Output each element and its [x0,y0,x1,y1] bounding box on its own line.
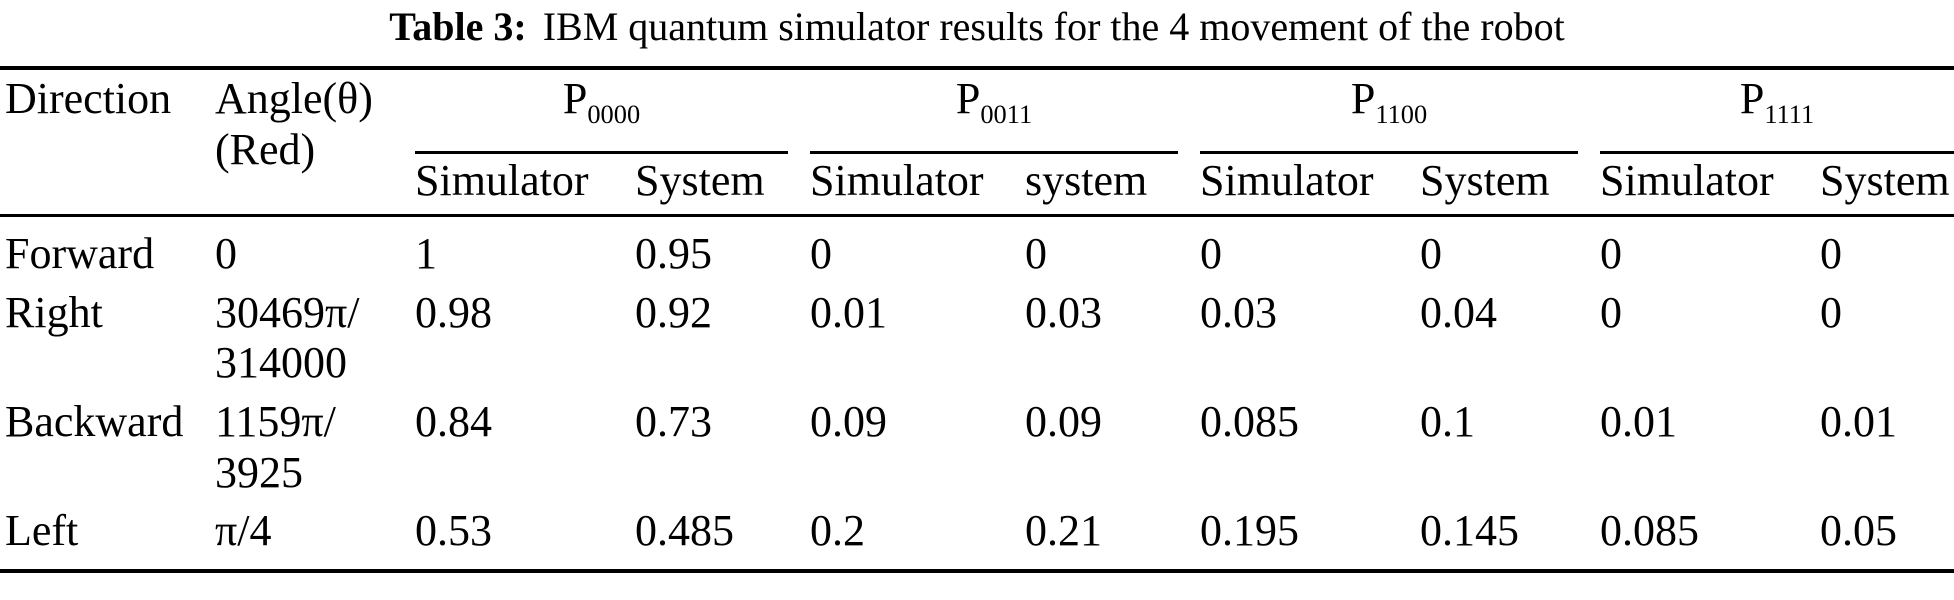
table-row-left: Left π/4 0.53 0.485 0.2 0.21 0.195 0.145… [0,502,1954,571]
value-cell: 0.01 [1600,396,1678,446]
value-cell: 0.145 [1420,506,1520,556]
p-symbol: P [562,74,588,123]
value-cell: 0.1 [1420,396,1476,446]
value-cell: 0 [1420,229,1443,279]
value-cell: 0.98 [415,287,492,337]
value-cell: 0.485 [635,506,734,556]
header-row-groups: Direction Angle(θ) (Red) P0000 P0011 [0,68,1954,218]
p0011-label: P0011 [955,74,1032,127]
value-cell: 0.53 [415,506,492,556]
subheader-p0000-simulator: Simulator [415,153,635,218]
p-symbol: P [1350,74,1376,123]
header-row-subcolumns: Simulator System Simulator system Simula… [0,153,1954,218]
p-subscript: 1111 [1764,98,1815,129]
column-group-p1100: P1100 [1200,68,1600,154]
cell-direction: Right [5,287,103,337]
header-angle: Angle(θ) (Red) [215,68,415,218]
subheader-p1100-system: System [1420,153,1601,218]
column-group-p0000: P0000 [415,68,810,154]
cell-direction: Backward [5,396,184,446]
results-table: Direction Angle(θ) (Red) P0000 P0011 [0,66,1954,573]
table-row-backward: Backward 1159π/ 3925 0.84 0.73 0.09 0.09… [0,393,1954,502]
value-cell: 1 [415,229,437,279]
p1111-underline: P1111 [1600,74,1954,154]
p0000-label: P0000 [562,74,640,127]
table-row-forward: Forward 0 1 0.95 0 0 0 0 0 0 [0,216,1954,284]
value-cell: 0 [1820,287,1843,337]
subheader-p1100-simulator: Simulator [1200,153,1421,218]
header-angle-line1: Angle(θ) [215,74,373,123]
value-cell: 0.03 [1025,287,1103,337]
p-subscript: 1100 [1375,98,1428,129]
p-subscript: 0000 [587,98,641,129]
subheader-p0011-simulator: Simulator [810,153,1026,218]
value-cell: 0.085 [1600,506,1700,556]
header-angle-line2: (Red) [215,124,316,174]
value-cell: 0.2 [810,506,866,556]
table-caption-label: Table 3: [389,4,527,49]
cell-direction: Forward [5,229,155,279]
p-symbol: P [1739,74,1765,123]
cell-angle: π/4 [215,506,272,556]
table-caption-text: IBM quantum simulator results for the 4 … [542,4,1565,49]
value-cell: 0.085 [1200,396,1300,446]
p-symbol: P [955,74,981,123]
cell-angle: 0 [215,229,237,279]
p1100-underline: P1100 [1200,74,1579,154]
value-cell: 0 [1200,229,1223,279]
cell-direction: Left [5,506,79,556]
header-direction: Direction [0,68,215,218]
table-row-right: Right 30469π/ 314000 0.98 0.92 0.01 0.03… [0,284,1954,393]
subheader-p1111-system: System [1820,153,1954,218]
value-cell: 0.04 [1420,287,1498,337]
column-group-p1111: P1111 [1600,68,1954,154]
value-cell: 0.01 [1820,396,1898,446]
cell-angle: 30469π/ 314000 [215,287,360,388]
value-cell: 0 [1820,229,1843,279]
subheader-p0000-system: System [635,153,811,218]
p1100-label: P1100 [1350,74,1427,127]
value-cell: 0.09 [810,396,888,446]
p0011-underline: P0011 [810,74,1179,154]
value-cell: 0.21 [1025,506,1103,556]
value-cell: 0.92 [635,287,712,337]
p-subscript: 0011 [980,98,1033,129]
value-cell: 0.95 [635,229,712,279]
table-caption: Table 3: IBM quantum simulator results fo… [0,0,1954,50]
cell-angle: 1159π/ 3925 [215,396,336,497]
column-group-p0011: P0011 [810,68,1200,154]
value-cell: 0 [1600,229,1623,279]
p0000-underline: P0000 [415,74,789,154]
value-cell: 0 [1600,287,1623,337]
value-cell: 0.01 [810,287,888,337]
value-cell: 0.03 [1200,287,1278,337]
subheader-p0011-system: system [1025,153,1201,218]
p1111-label: P1111 [1739,74,1814,127]
value-cell: 0.84 [415,396,492,446]
value-cell: 0 [1025,229,1048,279]
value-cell: 0 [810,229,833,279]
value-cell: 0.09 [1025,396,1103,446]
value-cell: 0.73 [635,396,712,446]
subheader-p1111-simulator: Simulator [1600,153,1821,218]
value-cell: 0.05 [1820,506,1898,556]
value-cell: 0.195 [1200,506,1300,556]
